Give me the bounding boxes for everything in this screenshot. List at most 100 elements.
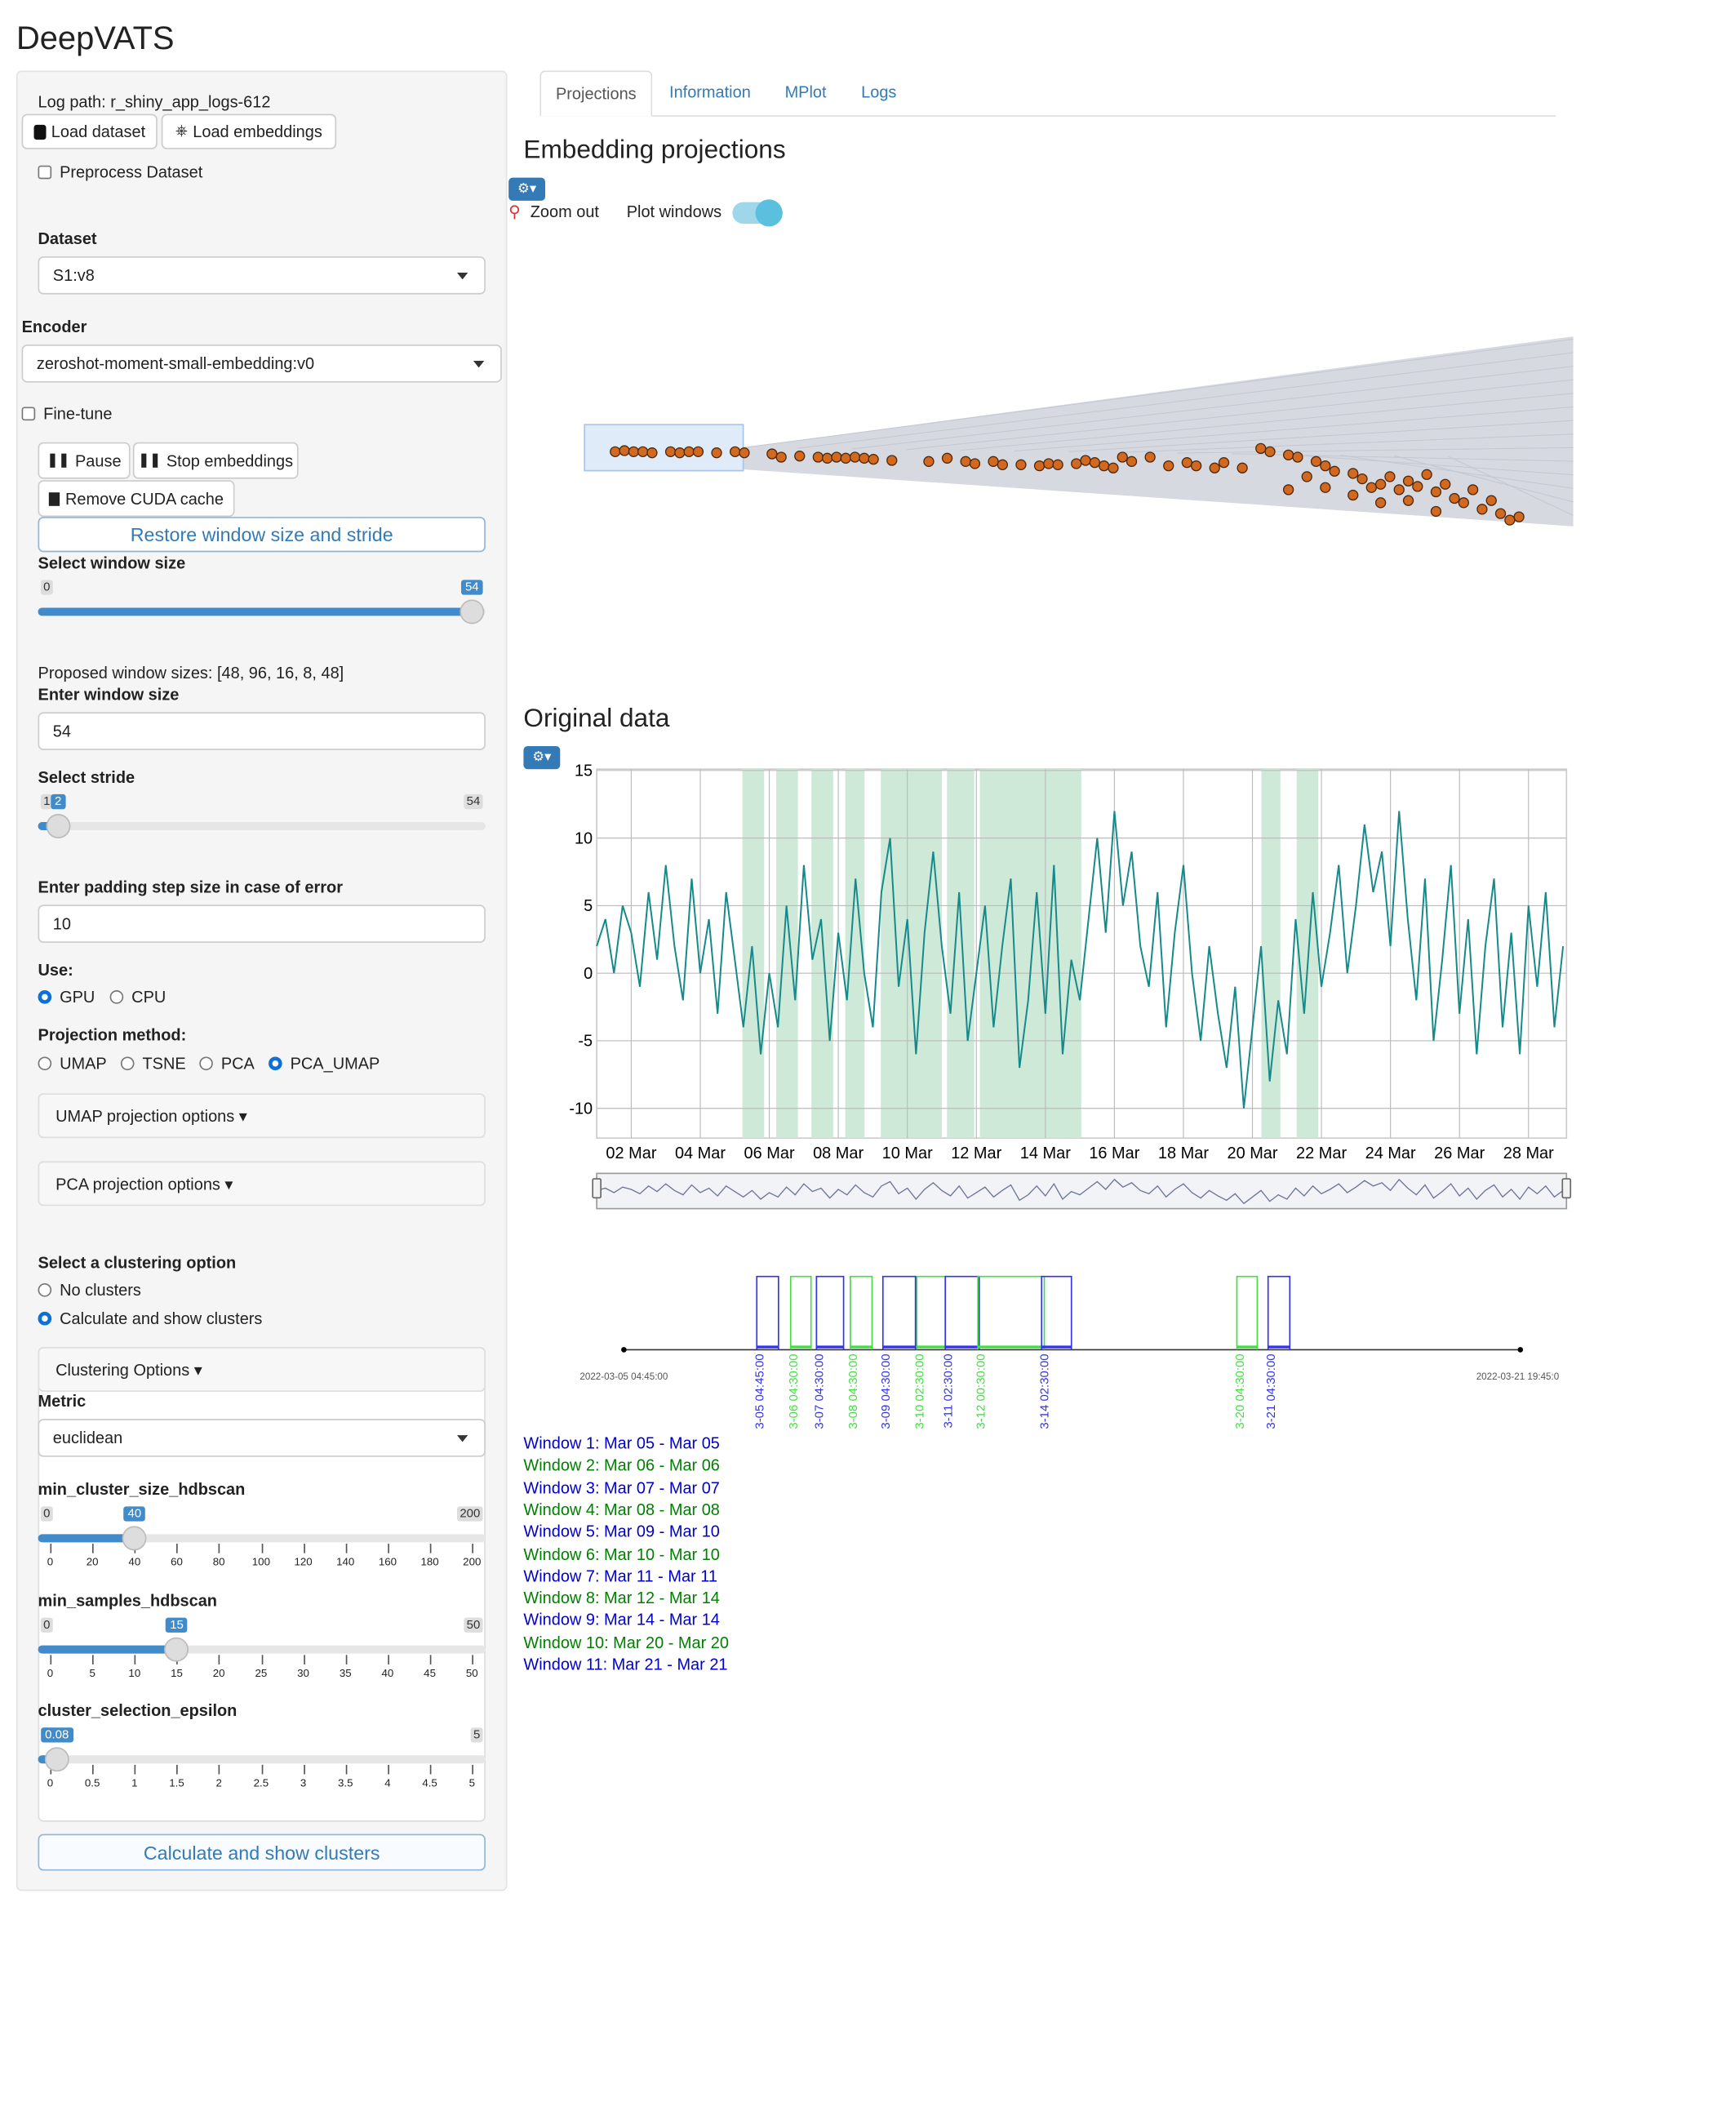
slider-label: Select stride (38, 767, 135, 787)
slider-tick (92, 1544, 94, 1553)
window-item: Window 1: Mar 05 - Mar 05 (523, 1433, 720, 1453)
slider-tick (260, 1764, 263, 1775)
umap-options[interactable]: UMAP projection options ▾ (38, 1093, 486, 1139)
window-item: Window 5: Mar 09 - Mar 10 (523, 1522, 720, 1542)
window-item: Window 11: Mar 21 - Mar 21 (523, 1655, 728, 1674)
pca-options[interactable]: PCA projection options ▾ (38, 1161, 486, 1207)
slider-tick-label: 15 (171, 1667, 183, 1680)
radio[interactable] (38, 1311, 52, 1326)
button-label: Remove CUDA cache (64, 489, 224, 509)
data-line (596, 811, 1565, 1109)
button-label: Load dataset (51, 122, 146, 141)
field-label: Metric (38, 1391, 87, 1411)
projection-point (1402, 495, 1414, 506)
projection-point (674, 447, 686, 459)
timeline-label: 3-14 02:30:00 (1038, 1353, 1052, 1429)
slider-tick-label: 160 (378, 1555, 397, 1568)
slider-fill (38, 1645, 177, 1654)
y-tick-label: 5 (584, 897, 593, 915)
window-item: Window 9: Mar 14 - Mar 14 (523, 1611, 720, 1630)
timeline-label: 3-06 04:30:00 (787, 1353, 801, 1429)
window-input[interactable]: 54 (38, 712, 486, 750)
radio-label: CPU (131, 987, 166, 1007)
projection-point (1440, 478, 1451, 490)
remove-cuda-button[interactable]: Remove CUDA cache (38, 480, 235, 518)
window-highlight (947, 769, 975, 1139)
timeline-window (916, 1275, 947, 1350)
window-item: Window 2: Mar 06 - Mar 06 (523, 1456, 720, 1475)
slider-tick-label: 5 (89, 1667, 95, 1680)
slider-tick (345, 1764, 347, 1775)
slider-tick (303, 1544, 305, 1553)
projection-point (868, 454, 879, 465)
padding-input[interactable]: 10 (38, 904, 486, 943)
projection-point (1430, 486, 1442, 498)
checkbox-label: Fine-tune (43, 404, 113, 424)
slider-value: 2 (51, 793, 66, 810)
tab[interactable]: Projections (539, 70, 653, 117)
plot-area (596, 768, 1568, 1140)
projection-point (683, 446, 695, 457)
metric-select[interactable]: euclidean (38, 1419, 486, 1457)
slider-tick-label: 80 (212, 1555, 225, 1568)
radio[interactable] (38, 1282, 52, 1297)
zoom-icon[interactable]: ⚲ (508, 202, 521, 221)
radio[interactable] (269, 1056, 282, 1071)
load-dataset-button[interactable]: Load dataset (21, 113, 158, 149)
projection-point (1467, 484, 1479, 496)
calculate-button[interactable]: Calculate and show clusters (38, 1833, 486, 1871)
projection-point (637, 446, 649, 457)
slider-handle[interactable] (164, 1637, 189, 1662)
pause-button[interactable]: ❚❚ Pause (38, 442, 131, 479)
slider-tick (345, 1544, 347, 1553)
restore-button[interactable]: Restore window size and stride (38, 517, 486, 553)
toggle[interactable] (732, 199, 783, 227)
slider-handle[interactable] (44, 1747, 69, 1772)
radio[interactable] (199, 1056, 213, 1071)
encoder-select[interactable]: zeroshot-moment-small-embedding:v0 (21, 344, 502, 383)
slider-tick (260, 1544, 263, 1553)
radio[interactable] (38, 990, 52, 1004)
projection-point (1393, 484, 1405, 496)
tab[interactable]: Information (669, 82, 751, 102)
clustering-options[interactable]: Clustering Options ▾ (38, 1347, 486, 1392)
slider-tick (429, 1544, 432, 1553)
checkbox[interactable] (21, 407, 36, 421)
x-tick-label: 16 Mar (1089, 1144, 1139, 1162)
stop-button[interactable]: ❚❚ Stop embeddings (132, 442, 299, 479)
window-line (1177, 447, 1574, 454)
slider-handle[interactable] (46, 814, 71, 838)
projection-point (1033, 460, 1046, 472)
window-highlight (1296, 769, 1319, 1139)
select-value: S1:v8 (52, 265, 95, 285)
x-tick-label: 12 Mar (951, 1144, 1001, 1162)
radio[interactable] (38, 1056, 52, 1071)
tab[interactable]: MPlot (784, 82, 827, 102)
slider-track (38, 1534, 486, 1543)
slider-label: min_cluster_size_hdbscan (38, 1479, 246, 1500)
radio[interactable] (120, 1056, 135, 1071)
slider-tick-label: 2 (215, 1776, 222, 1789)
timeline-window (815, 1275, 845, 1350)
checkbox-label: Preprocess Dataset (60, 162, 203, 182)
button-label: Calculate and show clusters (143, 1841, 380, 1864)
load-embeddings-button[interactable]: ⎈ Load embeddings (161, 113, 337, 149)
button-label: Stop embeddings (166, 451, 294, 470)
tab[interactable]: Logs (861, 82, 897, 102)
slider-handle[interactable] (122, 1526, 147, 1551)
timeline-label: 3-21 04:30:00 (1264, 1353, 1278, 1429)
dataset-select[interactable]: S1:v8 (38, 256, 486, 295)
button-label: Load embeddings (193, 122, 322, 141)
window-line (1448, 456, 1574, 516)
checkbox[interactable] (38, 165, 52, 180)
slider-handle[interactable] (460, 599, 485, 624)
slider-tick (92, 1764, 94, 1775)
timeline-label: 3-11 02:30:00 (942, 1353, 956, 1428)
settings-button[interactable]: ⚙▾ (523, 745, 561, 770)
zoom-out[interactable]: Zoom out (530, 202, 599, 221)
window-item: Window 8: Mar 12 - Mar 14 (523, 1589, 720, 1608)
slider-tick (472, 1655, 473, 1664)
settings-button[interactable]: ⚙▾ (508, 177, 546, 201)
timeline-label: 3-12 00:30:00 (974, 1353, 988, 1429)
radio[interactable] (109, 990, 124, 1004)
